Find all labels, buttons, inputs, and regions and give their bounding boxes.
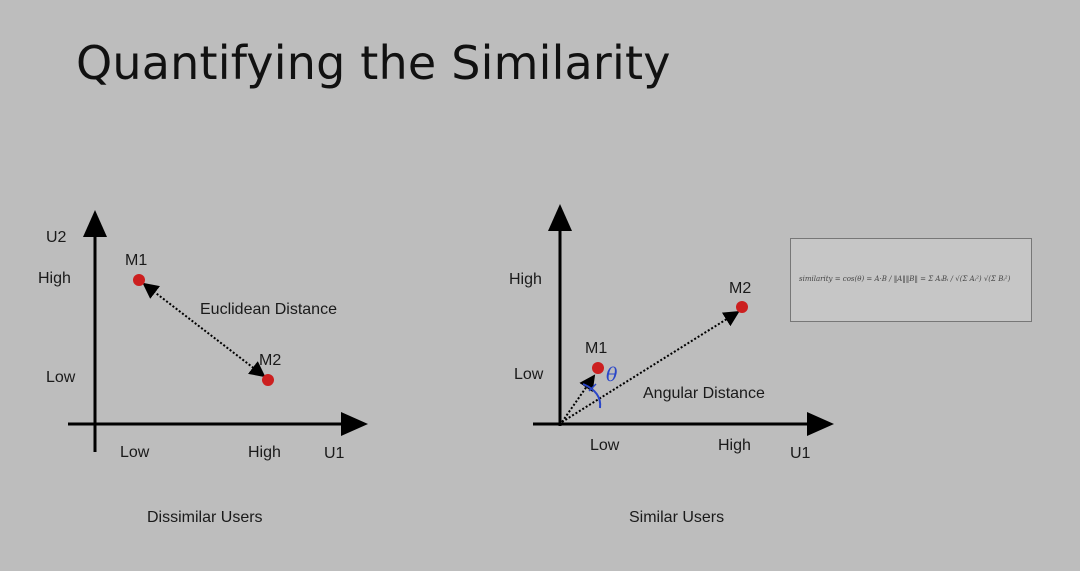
left-x-axis-label: U1 bbox=[324, 445, 345, 462]
cosine-formula: similarity = cos(θ) = A·B / ‖A‖‖B‖ = Σ A… bbox=[799, 275, 1011, 283]
left-x-tick-high: High bbox=[248, 444, 281, 461]
angle-arc bbox=[582, 383, 602, 409]
right-caption: Similar Users bbox=[629, 509, 724, 526]
right-point-m1 bbox=[592, 362, 604, 374]
angular-distance-label: Angular Distance bbox=[643, 385, 765, 402]
euclidean-distance-line bbox=[142, 282, 266, 378]
left-point-m1-label: M1 bbox=[125, 252, 147, 269]
angle-arc-tick bbox=[588, 383, 597, 392]
right-y-tick-low: Low bbox=[514, 366, 544, 383]
left-point-m2-label: M2 bbox=[259, 352, 281, 369]
right-y-tick-high: High bbox=[509, 271, 542, 288]
left-caption: Dissimilar Users bbox=[147, 509, 263, 526]
vector-m2 bbox=[561, 310, 740, 423]
left-y-axis-label: U2 bbox=[46, 229, 67, 246]
right-diagram: High Low Low High U1 θ M1 M2 Angular Dis… bbox=[509, 204, 834, 526]
left-point-m2 bbox=[262, 374, 274, 386]
left-diagram: U2 High Low Low High U1 M1 M2 Euclidean … bbox=[38, 210, 368, 526]
left-x-tick-low: Low bbox=[120, 444, 150, 461]
left-point-m1 bbox=[133, 274, 145, 286]
euclidean-distance-label: Euclidean Distance bbox=[200, 301, 337, 318]
cosine-formula-box: similarity = cos(θ) = A·B / ‖A‖‖B‖ = Σ A… bbox=[790, 238, 1032, 322]
right-x-axis-label: U1 bbox=[790, 445, 811, 462]
left-y-tick-high: High bbox=[38, 270, 71, 287]
theta-symbol: θ bbox=[606, 364, 618, 386]
right-point-m2 bbox=[736, 301, 748, 313]
right-x-tick-high: High bbox=[718, 437, 751, 454]
vector-m1 bbox=[561, 374, 596, 423]
left-y-tick-low: Low bbox=[46, 369, 76, 386]
right-point-m1-label: M1 bbox=[585, 340, 607, 357]
right-point-m2-label: M2 bbox=[729, 280, 751, 297]
slide-title: Quantifying the Similarity bbox=[76, 36, 671, 90]
right-x-tick-low: Low bbox=[590, 437, 620, 454]
